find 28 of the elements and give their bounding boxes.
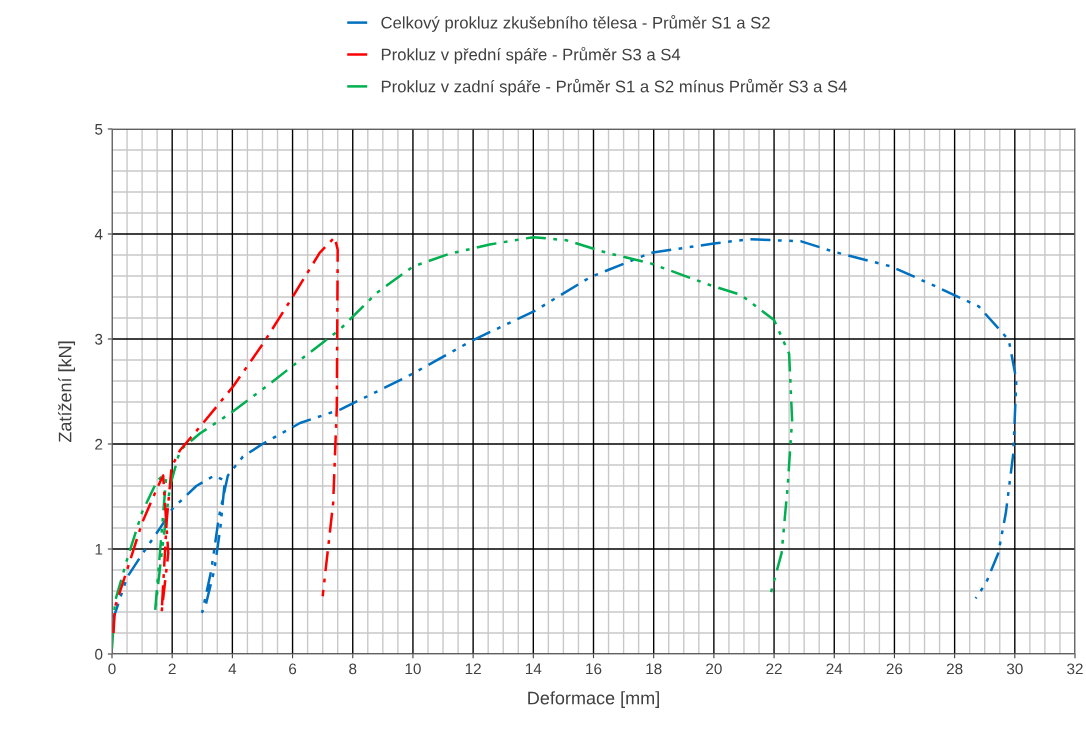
x-tick-label: 30 bbox=[1006, 663, 1023, 675]
x-tick-label: 14 bbox=[525, 663, 542, 675]
y-tick-label: 0 bbox=[95, 648, 103, 660]
x-tick-label: 24 bbox=[826, 663, 843, 675]
x-tick-label: 8 bbox=[349, 663, 357, 675]
legend-label: Prokluz v zadní spáře - Průměr S1 a S2 mínus Průměr S3 a S4 bbox=[381, 78, 847, 96]
x-tick-label: 28 bbox=[946, 663, 963, 675]
y-tick-label: 4 bbox=[94, 229, 103, 240]
x-tick-label: 20 bbox=[706, 663, 722, 675]
y-tick-label: 3 bbox=[95, 333, 103, 345]
x-tick-label: 2 bbox=[168, 663, 176, 675]
legend-label: Prokluz v přední spáře - Průměr S3 a S4 bbox=[381, 46, 681, 64]
y-axis-title: Zatížení [kN] bbox=[57, 341, 76, 443]
x-tick-label: 26 bbox=[886, 663, 903, 675]
x-tick-label: 12 bbox=[465, 663, 481, 675]
y-tick-label: 2 bbox=[95, 438, 103, 450]
x-tick-label: 16 bbox=[586, 663, 602, 675]
legend-label: Celkový prokluz zkušebního tělesa - Průměr S1 a S2 bbox=[381, 15, 770, 32]
x-tick-label: 0 bbox=[108, 663, 116, 675]
x-tick-label: 4 bbox=[228, 663, 237, 675]
y-tick-label: 5 bbox=[95, 124, 103, 135]
x-axis-title: Deformace [mm] bbox=[528, 691, 659, 708]
x-tick-label: 6 bbox=[289, 663, 297, 675]
x-tick-label: 10 bbox=[405, 663, 421, 675]
x-tick-label: 18 bbox=[646, 663, 662, 675]
x-tick-label: 32 bbox=[1067, 663, 1083, 675]
y-tick-label: 1 bbox=[95, 544, 103, 555]
x-tick-label: 22 bbox=[766, 663, 782, 675]
